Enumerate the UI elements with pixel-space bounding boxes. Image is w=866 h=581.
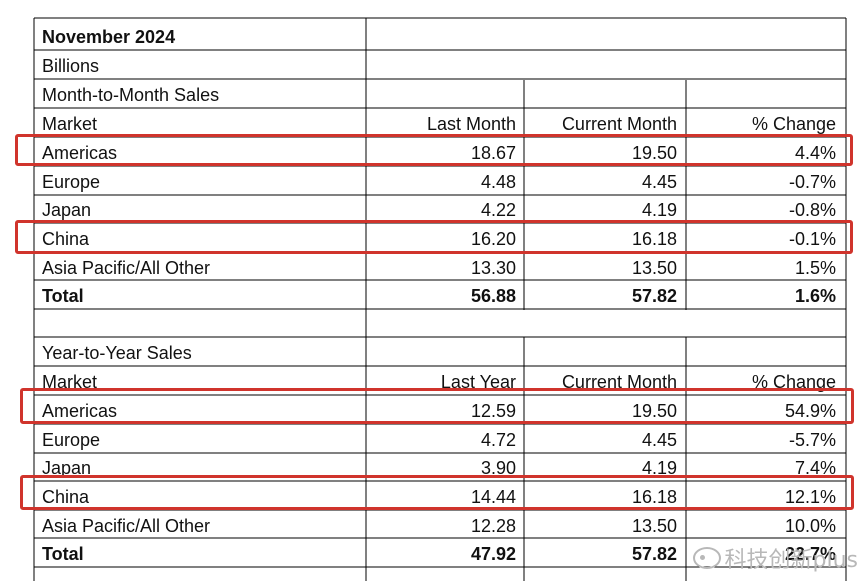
highlight-box-china-yty	[20, 475, 854, 510]
column-header-change: % Change	[751, 114, 836, 134]
row-change: -0.8%	[788, 200, 836, 220]
section-heading-year: Year-to-Year Sales	[42, 343, 192, 363]
row-market: Japan	[42, 200, 92, 220]
row-market: Europe	[42, 430, 101, 450]
total-value-current: 57.82	[631, 286, 677, 306]
row-change: -5.7%	[788, 430, 836, 450]
row-change: 1.5%	[794, 258, 836, 278]
total-label: Total	[42, 544, 84, 564]
total-value-last: 47.92	[470, 544, 516, 564]
row-market: Americas	[42, 143, 118, 163]
total-value-last: 56.88	[470, 286, 516, 306]
total-value-current: 57.82	[631, 544, 677, 564]
column-header-last-month: Last Month	[426, 114, 516, 134]
row-market: China	[42, 229, 90, 249]
row-change: 7.4%	[794, 458, 836, 478]
row-change: -0.7%	[788, 172, 836, 192]
row-value-last: 12.28	[470, 516, 516, 536]
weibo-icon	[692, 547, 721, 569]
row-value-current: 19.50	[631, 401, 677, 421]
column-header-current-month: Current Month	[561, 372, 677, 392]
row-value-last: 3.90	[480, 458, 516, 478]
row-value-last: 14.44	[470, 487, 516, 507]
row-value-last: 12.59	[470, 401, 516, 421]
row-change: -0.1%	[788, 229, 836, 249]
total-label: Total	[42, 286, 84, 306]
highlight-box-americas-mtm	[15, 134, 853, 166]
watermark-text: 科技创新plus	[724, 548, 858, 573]
row-value-last: 18.67	[470, 143, 516, 163]
row-value-last: 4.48	[480, 172, 516, 192]
unit-label: Billions	[42, 56, 100, 76]
row-market: Asia Pacific/All Other	[42, 516, 211, 536]
row-value-current: 16.18	[631, 487, 677, 507]
row-market: China	[42, 487, 90, 507]
column-header-change: % Change	[751, 372, 836, 392]
highlight-box-americas-yty	[20, 388, 854, 424]
row-value-last: 4.72	[480, 430, 516, 450]
row-value-current: 4.45	[641, 172, 677, 192]
column-header-last-year: Last Year	[440, 372, 516, 392]
total-change: 22.7%	[784, 544, 836, 564]
row-value-current: 4.19	[641, 458, 677, 478]
report-title: November 2024	[42, 27, 176, 47]
row-change: 12.1%	[784, 487, 836, 507]
row-value-last: 16.20	[470, 229, 516, 249]
row-market: Japan	[42, 458, 92, 478]
watermark: 科技创新plus	[692, 542, 858, 574]
row-market: Asia Pacific/All Other	[42, 258, 211, 278]
row-value-current: 13.50	[631, 258, 677, 278]
row-market: Europe	[42, 172, 101, 192]
row-value-current: 13.50	[631, 516, 677, 536]
section-heading-month: Month-to-Month Sales	[42, 85, 220, 105]
row-change: 4.4%	[794, 143, 836, 163]
row-market: Americas	[42, 401, 118, 421]
row-value-last: 4.22	[480, 200, 516, 220]
total-change: 1.6%	[794, 286, 836, 306]
row-change: 54.9%	[784, 401, 836, 421]
row-value-current: 16.18	[631, 229, 677, 249]
row-value-current: 19.50	[631, 143, 677, 163]
row-value-current: 4.45	[641, 430, 677, 450]
column-header-current-month: Current Month	[561, 114, 677, 134]
column-header-market: Market	[42, 372, 98, 392]
row-value-current: 4.19	[641, 200, 677, 220]
highlight-box-china-mtm	[15, 220, 853, 254]
row-value-last: 13.30	[470, 258, 516, 278]
row-change: 10.0%	[784, 516, 836, 536]
column-header-market: Market	[42, 114, 98, 134]
